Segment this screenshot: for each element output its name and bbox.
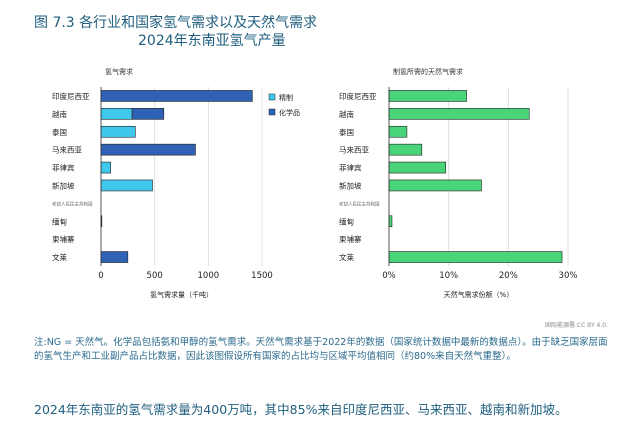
figure-title: 图 7.3 各行业和国家氢气需求以及天然气需求 2024年东南亚氢气产量 xyxy=(34,14,614,50)
bar-化学品 xyxy=(100,90,253,102)
category-label: 柬埔寨 xyxy=(52,234,75,244)
category-label: 柬埔寨 xyxy=(339,234,362,244)
x-tick-label: 30% xyxy=(559,271,578,281)
category-label: 新加坡 xyxy=(339,180,362,190)
legend-swatch xyxy=(268,93,276,101)
x-tick-label: 20% xyxy=(499,271,518,281)
x-tick-label: 1500 xyxy=(251,271,273,281)
bar-series0 xyxy=(388,143,423,156)
chart-title: 制氢所需的天然气需求 xyxy=(393,67,463,76)
legend-label: 精制 xyxy=(279,93,293,102)
x-axis-label: 氢气需求量（千吨） xyxy=(150,290,213,299)
bar-化学品 xyxy=(100,143,196,156)
title-line-2: 2024年东南亚氢气产量 xyxy=(138,33,286,49)
category-label: 马来西亚 xyxy=(52,146,82,155)
bar-化学品 xyxy=(100,251,129,263)
category-label: 越南 xyxy=(339,109,354,119)
title-line-1: 图 7.3 各行业和国家氢气需求以及天然气需求 xyxy=(34,15,318,31)
x-tick-label: 0% xyxy=(382,271,396,281)
bar-series0 xyxy=(388,215,393,228)
category-label: 泰国 xyxy=(52,127,67,137)
category-label: 文莱 xyxy=(52,252,67,262)
category-label: 菲律宾 xyxy=(339,163,362,173)
bar-精制 xyxy=(100,161,111,174)
bar-series0 xyxy=(388,108,530,120)
legend-swatch xyxy=(268,108,276,116)
category-label: 老挝人民民主共和国 xyxy=(52,200,93,207)
bar-精制 xyxy=(100,108,133,120)
bar-series0 xyxy=(388,161,446,174)
legend-label: 化学品 xyxy=(279,108,300,117)
bar-series0 xyxy=(388,90,467,102)
bar-series0 xyxy=(388,125,408,138)
category-label: 缅甸 xyxy=(339,216,354,226)
category-label: 泰国 xyxy=(339,127,354,137)
x-tick-label: 0 xyxy=(98,271,103,281)
category-label: 新加坡 xyxy=(52,180,75,190)
category-label: 缅甸 xyxy=(52,216,67,226)
bar-series0 xyxy=(388,251,563,263)
x-tick-label: 1000 xyxy=(198,271,220,281)
category-label: 印度尼西亚 xyxy=(339,91,377,101)
gas-demand-chart: 制氢所需的天然气需求印度尼西亚越南泰国马来西亚菲律宾新加坡老挝人民民主共和国缅甸… xyxy=(339,67,578,299)
bar-化学品 xyxy=(131,108,165,120)
category-label: 越南 xyxy=(52,109,67,119)
bar-series0 xyxy=(388,179,482,192)
category-label: 印度尼西亚 xyxy=(52,91,90,101)
bar-精制 xyxy=(100,125,136,138)
chart-note: 注:NG = 天然气。化学品包括氨和甲醇的氢气需求。天然气需求基于2022年的数… xyxy=(34,337,608,362)
x-axis-label: 天然气需求份额（%） xyxy=(444,290,514,299)
bar-精制 xyxy=(100,179,153,192)
category-label: 马来西亚 xyxy=(339,146,369,155)
category-label: 老挝人民民主共和国 xyxy=(339,200,380,207)
x-tick-label: 10% xyxy=(439,271,458,281)
x-tick-label: 500 xyxy=(147,271,163,281)
key-finding: 2024年东南亚的氢气需求量为400万吨，其中85%来自印度尼西亚、马来西亚、越… xyxy=(34,402,568,417)
credit-text: 国际能源署.CC BY 4.0. xyxy=(544,322,608,329)
category-label: 菲律宾 xyxy=(52,163,75,173)
chart-title: 氢气需求 xyxy=(105,67,133,76)
category-label: 文莱 xyxy=(339,252,354,262)
